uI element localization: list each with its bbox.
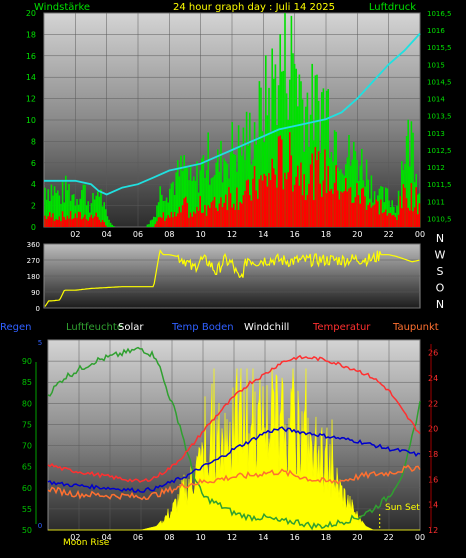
tick-label-x: 22 <box>384 533 394 542</box>
tick-label-right: 1014,5 <box>427 78 452 86</box>
tick-label-right: 1016 <box>427 27 445 35</box>
tick-label-left: 70 <box>22 442 32 451</box>
right-axis-title: Luftdruck <box>369 2 416 13</box>
tick-label-left: 2 <box>31 202 36 211</box>
dewpoint-line <box>47 464 421 501</box>
tick-label-left: 65 <box>22 463 32 472</box>
left-axis-title: Windstärke <box>34 2 90 13</box>
tick-label-left: 60 <box>22 484 32 493</box>
tick-label-right: 22 <box>428 399 438 408</box>
tick-label-right: 1014 <box>427 96 445 104</box>
tick-label-left: 0 <box>31 223 36 232</box>
tick-label-x: 04 <box>102 533 112 542</box>
legend-rain: Regen <box>0 322 32 333</box>
tick-label-left: 6 <box>31 159 36 168</box>
tick-label-x: 08 <box>164 230 174 239</box>
tick-label-right: 14 <box>428 501 438 510</box>
tick-label-right: 16 <box>428 475 438 484</box>
tick-label-x: 06 <box>133 533 143 542</box>
tick-label-right: 1010,5 <box>427 215 452 223</box>
tick-label-left: 12 <box>26 95 36 104</box>
rain-tick: 0 <box>38 522 42 530</box>
tick-label-right: 1015,5 <box>427 44 452 52</box>
tick-label-left: 90 <box>22 357 32 366</box>
rain-tick: 5 <box>38 339 42 347</box>
tick-label-x: 06 <box>133 230 143 239</box>
tick-label-left: 85 <box>22 378 32 387</box>
legend: Regen Luftfeuchte Solar Temp Boden Windc… <box>0 322 439 333</box>
tick-label-left: 50 <box>22 526 32 535</box>
ground-temperature-line <box>47 426 421 493</box>
tick-label-right: 1015 <box>427 61 445 69</box>
moon-rise-label: Moon Rise <box>63 538 110 548</box>
compass-label: W <box>435 249 446 262</box>
compass-label: O <box>436 282 445 295</box>
tick-label-right: 24 <box>428 374 438 383</box>
tick-label-right: 1013 <box>427 130 445 138</box>
chart-title: 24 hour graph day : Juli 14 2025 <box>173 2 335 13</box>
wind-direction-line <box>44 249 420 307</box>
tick-label-left: 75 <box>22 420 32 429</box>
tick-label-right: 1011,5 <box>427 181 452 189</box>
tick-label-left: 4 <box>31 180 36 189</box>
tick-label-right: 1012 <box>427 164 445 172</box>
compass-label: N <box>436 232 444 245</box>
tick-label-left: 8 <box>31 137 36 146</box>
legend-windchill: Windchill <box>244 322 289 333</box>
tick-label-right: 1013,5 <box>427 113 452 121</box>
tick-label-right: 26 <box>428 349 438 358</box>
tick-label-left: 18 <box>26 30 36 39</box>
tick-label-left: 20 <box>26 9 36 18</box>
tick-label-x: 00 <box>415 533 425 542</box>
tick-label-x: 16 <box>290 533 300 542</box>
tick-label-x: 12 <box>227 533 237 542</box>
tick-label-x: 14 <box>258 230 268 239</box>
legend-dewpoint: Taupunkt <box>392 322 439 333</box>
tick-label-x: 10 <box>196 230 206 239</box>
tick-label-right: 12 <box>428 526 438 535</box>
tick-label-x: 02 <box>70 533 80 542</box>
tick-label-right: 1016,5 <box>427 10 452 18</box>
tick-label-x: 12 <box>227 230 237 239</box>
legend-temperature: Temperatur <box>312 322 371 333</box>
tick-label-left: 360 <box>27 241 40 249</box>
tick-label-x: 16 <box>290 230 300 239</box>
tick-label-left: 80 <box>22 399 32 408</box>
tick-label-left: 55 <box>22 505 32 514</box>
tick-label-x: 14 <box>258 533 268 542</box>
tick-label-x: 02 <box>70 230 80 239</box>
legend-solar: Solar <box>118 322 144 333</box>
tick-label-x: 18 <box>321 230 331 239</box>
legend-humidity: Luftfeuchte <box>66 322 123 333</box>
tick-label-x: 00 <box>415 230 425 239</box>
humidity-line <box>47 346 421 531</box>
sun-set-label: Sun Set <box>385 503 420 513</box>
tick-label-x: 20 <box>352 230 362 239</box>
solar-area <box>48 368 420 531</box>
tick-label-left: 14 <box>26 73 36 82</box>
tick-label-left: 90 <box>31 289 40 297</box>
tick-label-left: 0 <box>36 305 40 313</box>
temperature-line <box>47 354 421 483</box>
tick-label-x: 04 <box>102 230 112 239</box>
compass-label: S <box>437 265 444 278</box>
tick-label-right: 18 <box>428 450 438 459</box>
tick-label-x: 20 <box>352 533 362 542</box>
tick-label-left: 270 <box>27 257 40 265</box>
tick-label-x: 08 <box>164 533 174 542</box>
tick-label-x: 10 <box>196 533 206 542</box>
tick-label-right: 1011 <box>427 198 445 206</box>
tick-label-right: 1012,5 <box>427 147 452 155</box>
compass-label: N <box>436 298 444 311</box>
tick-label-left: 16 <box>26 52 36 61</box>
pressure-line <box>44 32 421 196</box>
tick-label-right: 20 <box>428 425 438 434</box>
tick-label-left: 180 <box>27 273 40 281</box>
tick-label-left: 10 <box>26 116 36 125</box>
tick-label-x: 22 <box>384 230 394 239</box>
legend-temp-ground: Temp Boden <box>171 322 234 333</box>
tick-label-x: 18 <box>321 533 331 542</box>
